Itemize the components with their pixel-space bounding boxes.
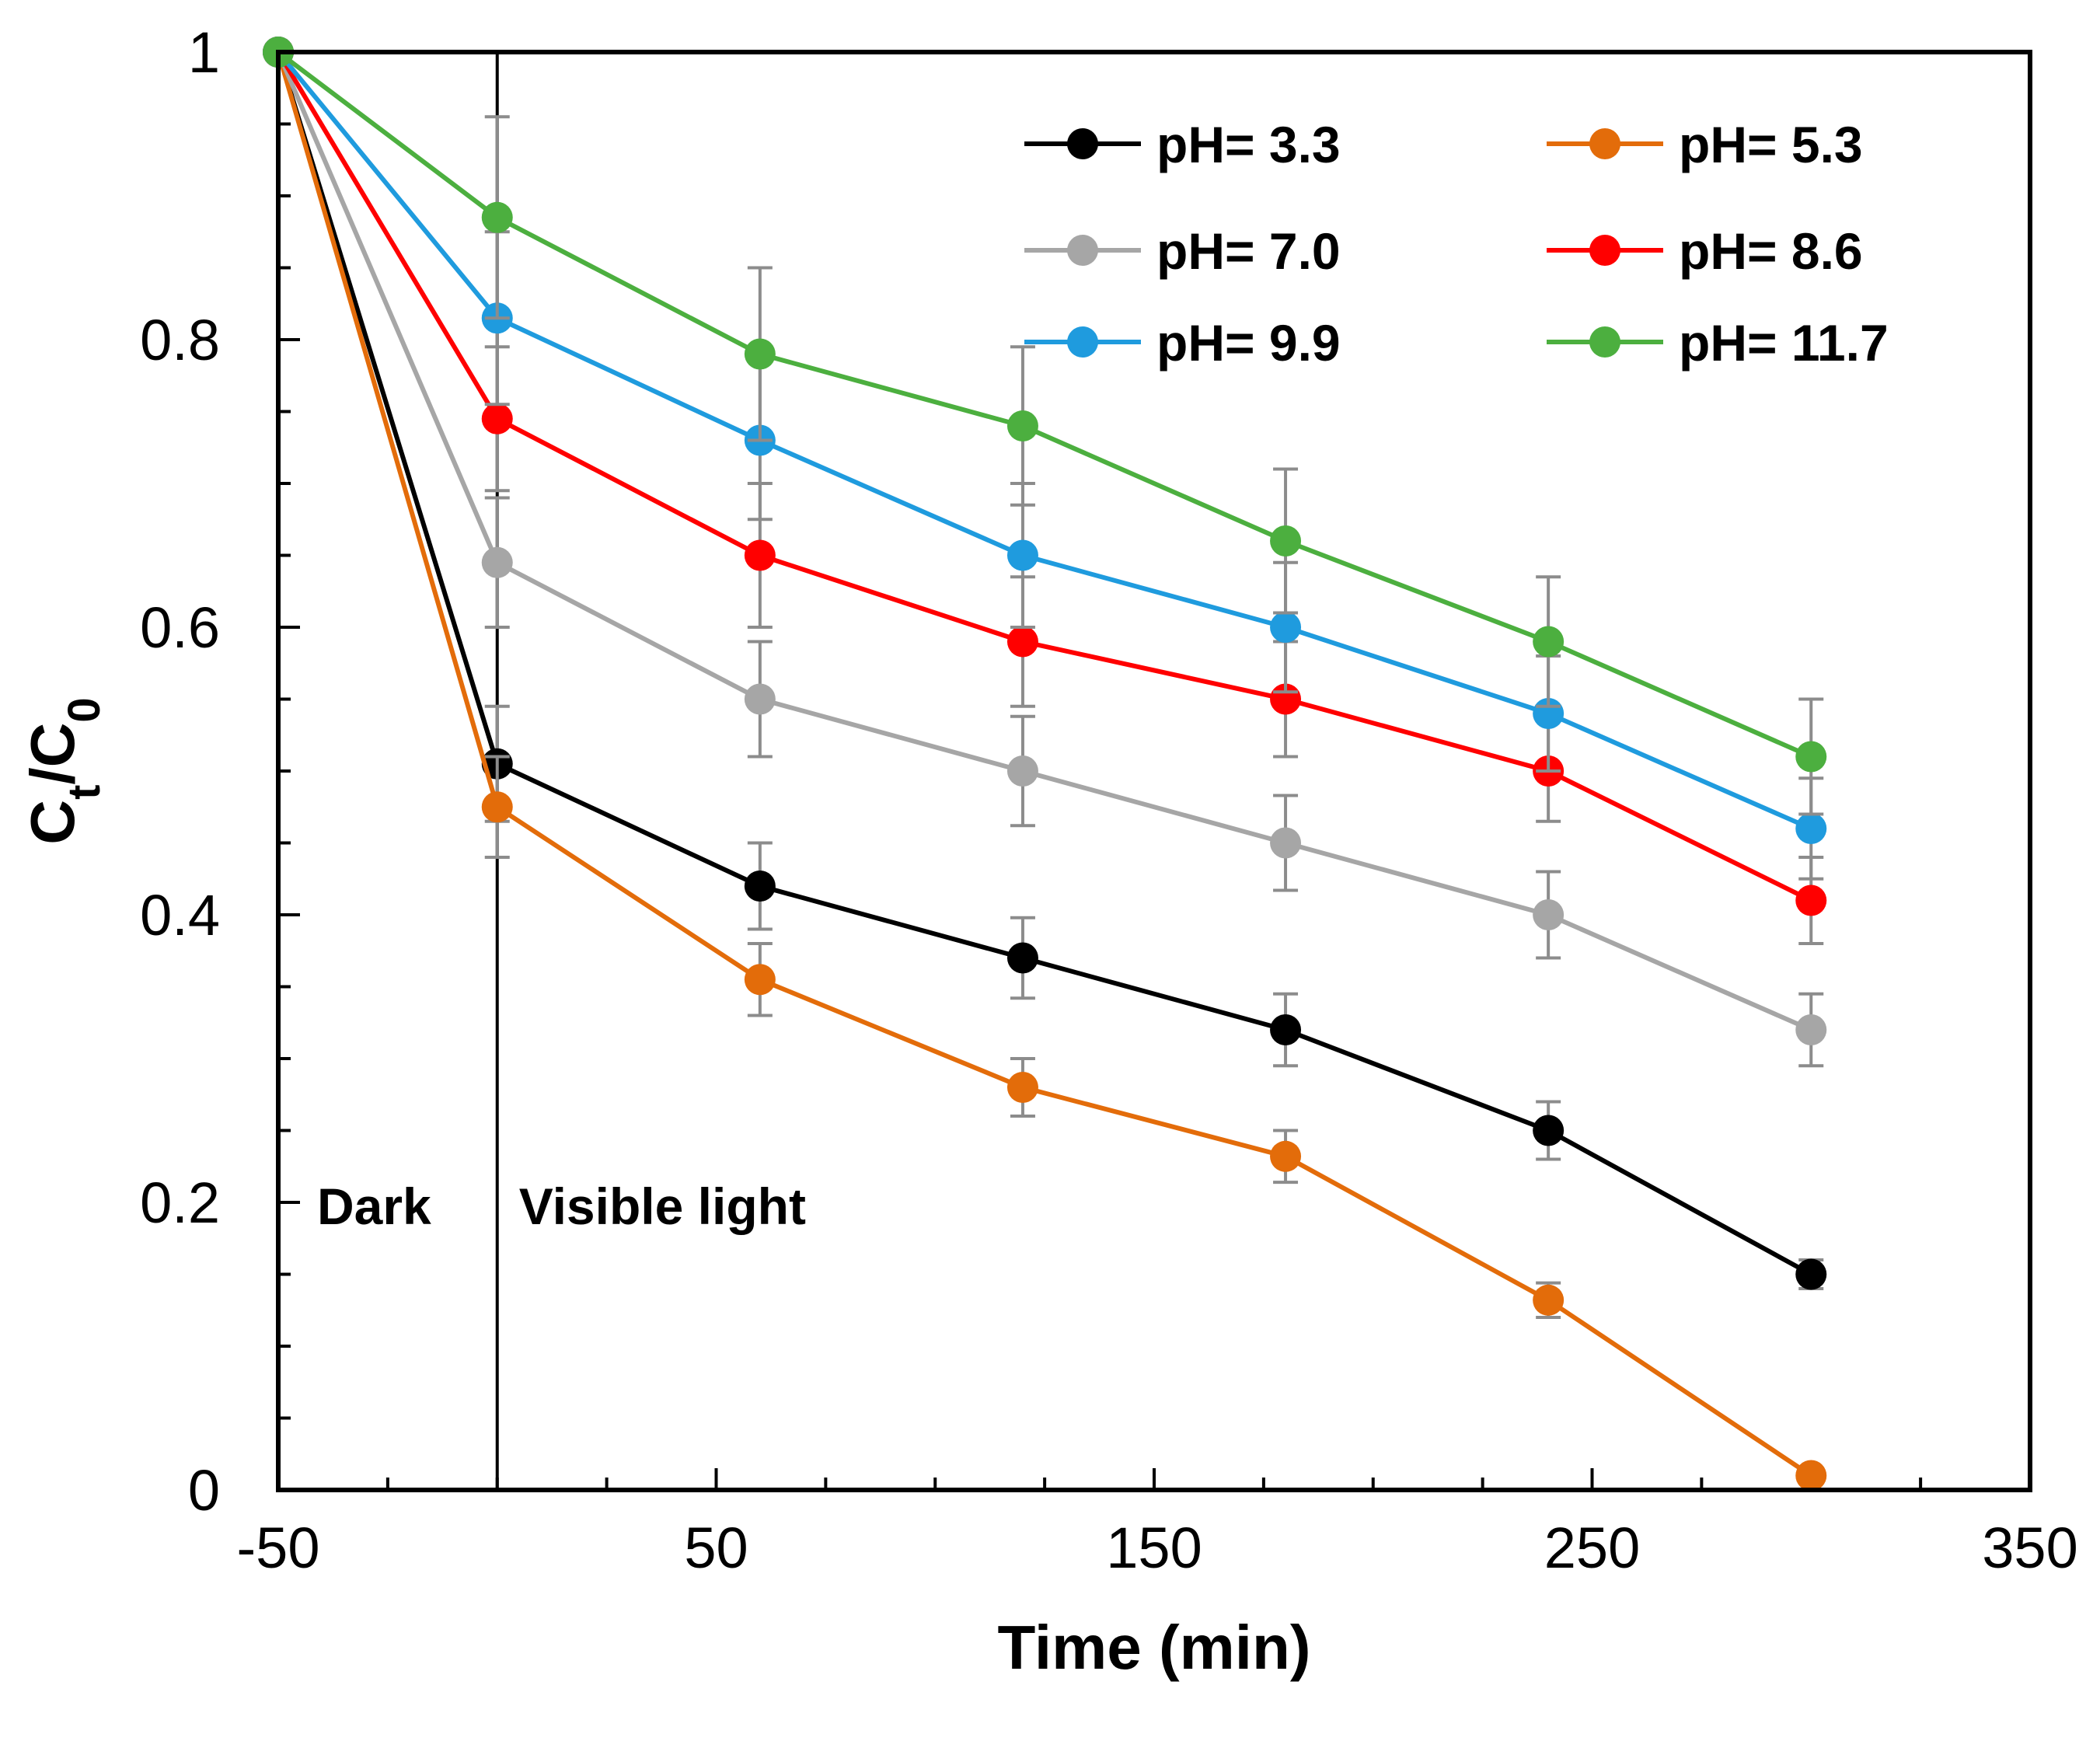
y-tick-label: 0.2 bbox=[140, 1171, 220, 1235]
data-point bbox=[1533, 1284, 1565, 1316]
data-point bbox=[744, 964, 776, 996]
data-point bbox=[1795, 813, 1827, 844]
error-bars bbox=[484, 496, 1824, 1068]
legend-label: pH= 11.7 bbox=[1679, 314, 1889, 372]
legend-item: pH= 3.3 bbox=[1024, 116, 1341, 173]
plot-frame bbox=[276, 50, 2032, 1492]
data-point bbox=[1270, 525, 1302, 556]
legend-marker bbox=[1067, 235, 1098, 266]
legend-marker bbox=[1589, 128, 1620, 159]
visible-light-label: Visible light bbox=[519, 1178, 806, 1235]
y-tick-label: 0.4 bbox=[140, 883, 220, 947]
data-point bbox=[1006, 1072, 1038, 1103]
x-tick-label: 250 bbox=[1544, 1516, 1640, 1580]
tick-labels: -50 50 150 250 350 0 0.2 0.4 0.6 0.8 1 bbox=[140, 20, 2078, 1580]
legend-marker bbox=[1067, 326, 1098, 358]
data-point bbox=[744, 683, 776, 715]
y-axis-title-slash: /C bbox=[18, 723, 87, 785]
legend-marker bbox=[1589, 326, 1620, 358]
legend-item: pH= 9.9 bbox=[1024, 314, 1341, 372]
data-point bbox=[744, 539, 776, 571]
data-point bbox=[1006, 626, 1038, 658]
x-tick-label: 350 bbox=[1982, 1516, 2077, 1580]
legend-item: pH= 11.7 bbox=[1547, 314, 1889, 372]
y-tick-label: 0 bbox=[188, 1458, 220, 1523]
legend-label: pH= 3.3 bbox=[1156, 116, 1341, 173]
x-tick-label: -50 bbox=[237, 1516, 320, 1580]
data-point bbox=[1270, 612, 1302, 643]
y-tick-label: 0.8 bbox=[140, 308, 220, 372]
error-bars bbox=[484, 230, 1824, 881]
data-point bbox=[1533, 1115, 1565, 1146]
data-point bbox=[1795, 884, 1827, 916]
legend-item: pH= 7.0 bbox=[1024, 222, 1341, 280]
data-point bbox=[1006, 539, 1038, 571]
legend-label: pH= 8.6 bbox=[1679, 222, 1863, 280]
legend-item: pH= 5.3 bbox=[1547, 116, 1863, 173]
x-tick-label: 50 bbox=[684, 1516, 748, 1580]
x-axis-title: Time (min) bbox=[997, 1613, 1310, 1682]
y-axis-title-sub-t: t bbox=[59, 785, 110, 800]
legend-label: pH= 7.0 bbox=[1156, 222, 1341, 280]
data-point bbox=[481, 546, 513, 578]
data-point bbox=[1006, 755, 1038, 787]
data-point bbox=[1006, 942, 1038, 974]
legend-marker bbox=[1589, 235, 1620, 266]
data-point bbox=[1270, 1140, 1302, 1172]
legend-label: pH= 5.3 bbox=[1679, 116, 1863, 173]
data-point bbox=[744, 870, 776, 902]
data-point bbox=[1795, 1014, 1827, 1045]
series-line bbox=[276, 51, 1812, 1032]
legend-marker bbox=[1067, 128, 1098, 159]
legend-item: pH= 8.6 bbox=[1547, 222, 1863, 280]
dark-label: Dark bbox=[317, 1178, 431, 1235]
data-point bbox=[1795, 1460, 1827, 1492]
y-tick-label: 0.6 bbox=[140, 595, 220, 660]
data-point bbox=[1270, 827, 1302, 859]
data-point bbox=[744, 338, 776, 370]
x-tick-label: 150 bbox=[1106, 1516, 1202, 1580]
legend: pH= 3.3 pH= 5.3 pH= 7.0 pH= 8.6 pH= 9.9 pH= 1… bbox=[1024, 116, 1889, 372]
y-axis-title-c: C bbox=[18, 800, 87, 845]
data-point bbox=[481, 791, 513, 823]
series-line bbox=[276, 51, 1812, 831]
y-axis-title-sub-0: 0 bbox=[59, 697, 110, 722]
error-bars bbox=[484, 115, 1824, 816]
y-axis-title: Ct/C0 bbox=[18, 697, 110, 844]
y-tick-label: 1 bbox=[188, 20, 220, 85]
data-point bbox=[1270, 1014, 1302, 1045]
data-point bbox=[1006, 410, 1038, 441]
data-point bbox=[1533, 626, 1565, 658]
data-point bbox=[1533, 899, 1565, 930]
data-point bbox=[481, 403, 513, 434]
annotations: Dark Visible light bbox=[317, 1178, 806, 1235]
data-point bbox=[481, 201, 513, 233]
series-11-7 bbox=[263, 37, 1827, 816]
series-5-3 bbox=[263, 37, 1827, 1492]
data-point bbox=[1795, 1258, 1827, 1290]
error-bars bbox=[484, 345, 1824, 945]
data-point bbox=[1795, 741, 1827, 773]
legend-label: pH= 9.9 bbox=[1156, 314, 1341, 372]
